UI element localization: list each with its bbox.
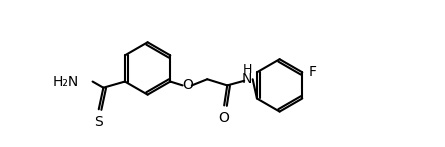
Text: N: N: [242, 72, 252, 86]
Text: H: H: [243, 63, 252, 76]
Text: F: F: [308, 65, 316, 79]
Text: O: O: [219, 111, 230, 125]
Text: O: O: [182, 78, 193, 92]
Text: H₂N: H₂N: [53, 75, 79, 88]
Text: S: S: [94, 115, 103, 129]
